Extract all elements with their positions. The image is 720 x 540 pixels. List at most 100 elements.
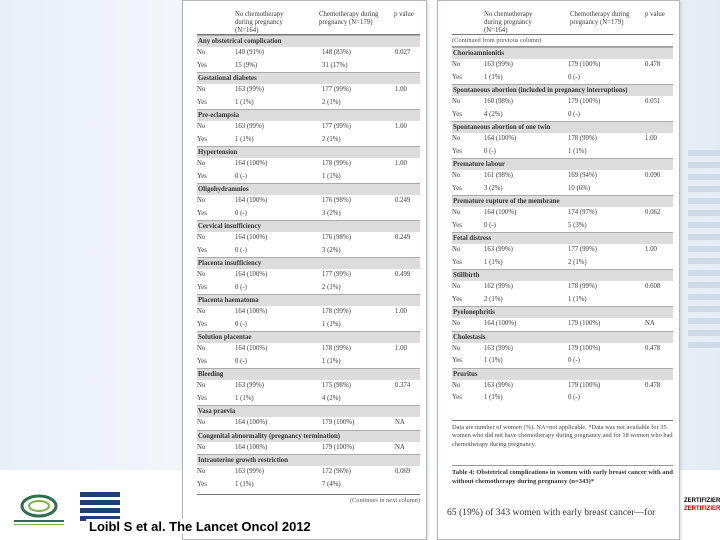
no-chemo-value: 0 (-) bbox=[484, 147, 496, 155]
table-row: Yes 0 (-) 1 (1%) bbox=[197, 356, 420, 369]
table-footnote: Data are number of women (%). NA=not app… bbox=[452, 420, 673, 449]
chemo-value: 4 (2%) bbox=[322, 394, 341, 402]
chemo-value: 179 (100%) bbox=[568, 98, 601, 105]
row-label: Yes bbox=[197, 98, 207, 106]
no-chemo-value: 161 (98%) bbox=[484, 172, 513, 179]
p-value: 0.374 bbox=[395, 382, 411, 389]
no-chemo-value: 2 (1%) bbox=[484, 295, 503, 303]
table-row: Yes 0 (-) 1 (1%) bbox=[197, 171, 420, 184]
p-value: 0.478 bbox=[645, 61, 661, 68]
table-row: Yes 0 (-) 3 (2%) bbox=[197, 245, 420, 258]
chemo-value: 176 (98%) bbox=[322, 234, 351, 241]
no-chemo-value: 164 (100%) bbox=[484, 320, 517, 327]
chemo-value: 1 (1%) bbox=[568, 147, 587, 155]
no-chemo-value: 1 (1%) bbox=[484, 73, 503, 81]
no-chemo-value: 163 (99%) bbox=[235, 86, 264, 93]
col-header-chemo: Chemotherapy during pregnancy (N=179) bbox=[319, 11, 379, 26]
section-title: Pyelonephritis bbox=[452, 306, 673, 318]
no-chemo-value: 1 (1%) bbox=[235, 135, 254, 143]
continues-note: (Continues in next column) bbox=[197, 494, 420, 504]
p-value: 1.00 bbox=[395, 123, 407, 130]
row-label: No bbox=[197, 345, 206, 352]
decorative-stripe bbox=[688, 150, 720, 350]
chemo-value: 2 (1%) bbox=[322, 98, 341, 106]
table-row: No 161 (98%) 169 (94%) 0.090 bbox=[452, 170, 673, 183]
no-chemo-value: 15 (9%) bbox=[235, 61, 258, 69]
kcav-logo-ring bbox=[20, 494, 58, 518]
section-title: Bleeding bbox=[197, 368, 420, 380]
row-label: Yes bbox=[452, 147, 462, 155]
section-title: Pruritus bbox=[452, 367, 673, 380]
chemo-value: 148 (83%) bbox=[322, 49, 351, 56]
no-chemo-value: 4 (2%) bbox=[484, 110, 503, 118]
table-header: No chemotherapy during pregnancy (N=164)… bbox=[452, 9, 673, 35]
row-label: Yes bbox=[452, 394, 462, 401]
article-body-text: 65 (19%) of 343 women with early breast … bbox=[447, 507, 656, 518]
section-title: Premature labour bbox=[452, 158, 673, 170]
row-label: No bbox=[197, 308, 206, 315]
section-title: Premature rupture of the membrane bbox=[452, 195, 673, 207]
table-row: No 163 (99%) 177 (99%) 1.00 bbox=[452, 244, 673, 257]
section-title: Cervical insufficiency bbox=[197, 220, 420, 232]
table-row: Yes 1 (1%) 4 (2%) bbox=[197, 393, 420, 406]
table-row: Yes 1 (1%) 2 (1%) bbox=[452, 257, 673, 270]
row-label: No bbox=[452, 209, 461, 216]
no-chemo-value: 1 (1%) bbox=[484, 394, 503, 401]
col-header-pvalue: p value bbox=[394, 11, 414, 18]
table-row: No 164 (100%) 176 (98%) 0.249 bbox=[197, 195, 420, 208]
section-title: Oligohydramnios bbox=[197, 183, 420, 195]
section-title: Pre-eclampsia bbox=[197, 109, 420, 121]
row-label: Yes bbox=[452, 73, 462, 81]
chemo-value: 179 (100%) bbox=[568, 320, 601, 327]
chemo-value: 1 (1%) bbox=[322, 357, 341, 365]
table-row: Yes 2 (1%) 1 (1%) bbox=[452, 294, 673, 307]
no-chemo-value: 1 (1%) bbox=[235, 98, 254, 106]
chemo-value: 2 (1%) bbox=[568, 258, 587, 266]
col-header-chemo: Chemotherapy during pregnancy (N=179) bbox=[570, 11, 630, 26]
section-title: Placenta insufficiency bbox=[197, 257, 420, 269]
no-chemo-value: 1 (1%) bbox=[484, 258, 503, 266]
table-row: No 163 (99%) 179 (100%) 0.478 bbox=[452, 380, 673, 393]
p-value: 1.00 bbox=[645, 246, 657, 253]
p-value: 0.062 bbox=[645, 209, 661, 216]
continued-note: (Continued from previous column) bbox=[452, 35, 673, 47]
right-table: No chemotherapy during pregnancy (N=164)… bbox=[452, 9, 673, 405]
col-header-pvalue: p value bbox=[645, 11, 665, 18]
row-label: No bbox=[452, 283, 461, 290]
table-header: No chemotherapy during pregnancy (N=164)… bbox=[197, 9, 420, 35]
section-title: Spontaneous abortion of one twin bbox=[452, 121, 673, 133]
row-label: Yes bbox=[197, 357, 207, 365]
row-label: Yes bbox=[197, 172, 207, 180]
table-row: No 163 (99%) 177 (99%) 1.00 bbox=[197, 84, 420, 97]
chemo-value: 174 (97%) bbox=[568, 209, 597, 216]
chemo-value: 178 (99%) bbox=[322, 160, 351, 167]
certification-badge: ZERTIFIZIERT ZERTIFIZIERT bbox=[684, 497, 720, 513]
table-row: No 163 (99%) 175 (98%) 0.374 bbox=[197, 380, 420, 393]
no-chemo-value: 0 (-) bbox=[484, 221, 496, 229]
table-row: Yes 1 (1%) 0 (-) bbox=[452, 355, 673, 368]
chemo-value: 172 (96%) bbox=[322, 468, 351, 475]
table-row: Yes 0 (-) 1 (1%) bbox=[197, 319, 420, 332]
chemo-value: 0 (-) bbox=[568, 110, 580, 118]
p-value: 0.069 bbox=[395, 468, 411, 475]
section-title: Chorioamnionitis bbox=[452, 47, 673, 59]
row-label: No bbox=[197, 271, 206, 278]
no-chemo-value: 163 (99%) bbox=[235, 123, 264, 130]
section-title: Any obstetrical complication bbox=[197, 35, 420, 47]
row-label: No bbox=[197, 86, 206, 93]
chemo-value: 178 (99%) bbox=[568, 283, 597, 290]
chemo-value: 5 (3%) bbox=[568, 221, 587, 229]
no-chemo-value: 163 (99%) bbox=[235, 468, 264, 475]
p-value: 0.249 bbox=[395, 197, 411, 204]
section-title: Cholestasis bbox=[452, 330, 673, 343]
p-value: 0.499 bbox=[395, 271, 411, 278]
chemo-value: 177 (99%) bbox=[568, 246, 597, 253]
p-value: 1.00 bbox=[395, 86, 407, 93]
p-value: 0.027 bbox=[395, 49, 411, 56]
no-chemo-value: 0 (-) bbox=[235, 246, 247, 254]
table-caption-title: Table 4: Obstetrical complications in wo… bbox=[452, 469, 673, 485]
no-chemo-value: 163 (99%) bbox=[484, 61, 513, 68]
table-page-left: No chemotherapy during pregnancy (N=164)… bbox=[182, 0, 427, 540]
table-row: No 164 (100%) 178 (99%) 1.00 bbox=[197, 306, 420, 319]
row-label: No bbox=[197, 419, 206, 426]
